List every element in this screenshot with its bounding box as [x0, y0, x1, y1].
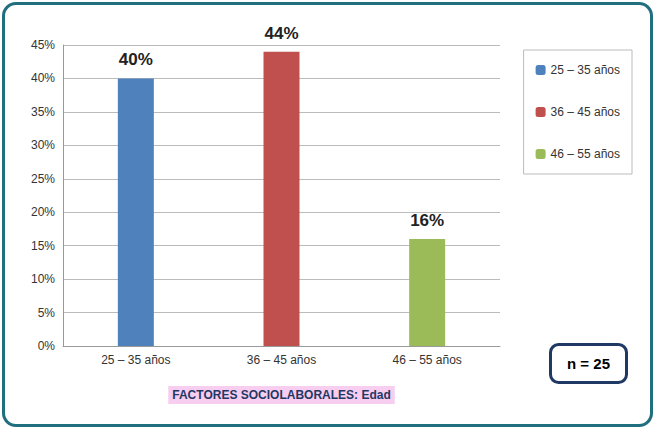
svg-text:25 – 35 años: 25 – 35 años [551, 63, 620, 77]
svg-text:25%: 25% [31, 172, 55, 186]
svg-text:45%: 45% [31, 38, 55, 52]
svg-text:46 – 55 años: 46 – 55 años [392, 353, 461, 367]
svg-text:5%: 5% [38, 306, 56, 320]
svg-text:FACTORES SOCIOLABORALES: Edad: FACTORES SOCIOLABORALES: Edad [172, 388, 390, 402]
svg-text:20%: 20% [31, 205, 55, 219]
svg-text:25 – 35 años: 25 – 35 años [101, 353, 170, 367]
svg-text:40%: 40% [119, 50, 153, 69]
svg-text:0%: 0% [38, 339, 56, 353]
svg-text:35%: 35% [31, 105, 55, 119]
svg-text:36 – 45 años: 36 – 45 años [247, 353, 316, 367]
svg-text:30%: 30% [31, 138, 55, 152]
svg-text:44%: 44% [264, 24, 298, 43]
svg-text:16%: 16% [410, 211, 444, 230]
svg-text:10%: 10% [31, 272, 55, 286]
svg-text:36 – 45 años: 36 – 45 años [551, 105, 620, 119]
svg-text:46 – 55 años: 46 – 55 años [551, 147, 620, 161]
svg-text:40%: 40% [31, 71, 55, 85]
svg-text:n = 25: n = 25 [567, 355, 610, 372]
svg-text:15%: 15% [31, 239, 55, 253]
